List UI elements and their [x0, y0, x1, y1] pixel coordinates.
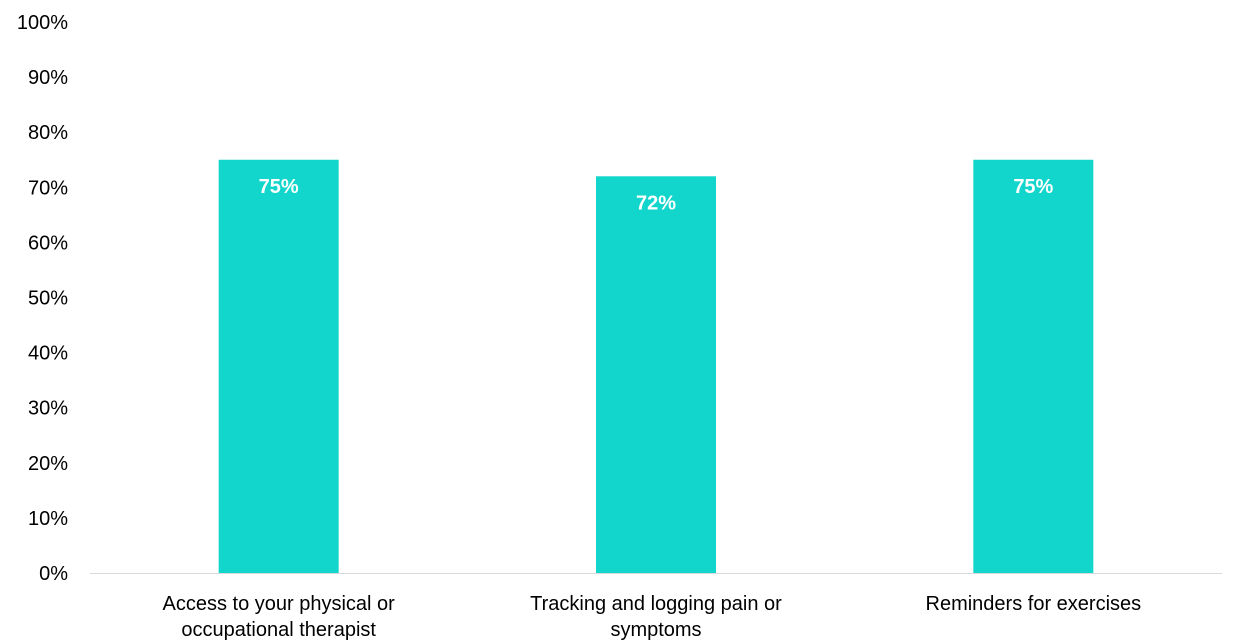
x-category-label: Access to your physical or occupational t… [163, 593, 396, 640]
y-tick-label: 70% [28, 177, 68, 199]
data-labels: 75% 72% 75% [259, 176, 1054, 215]
x-category-label-line: Reminders for exercises [926, 593, 1142, 615]
y-tick-label: 80% [28, 122, 68, 144]
bar-value-label: 72% [636, 192, 676, 214]
bar-value-label: 75% [259, 176, 299, 198]
x-axis-categories: Access to your physical or occupational t… [163, 593, 1142, 640]
x-category-label-line: Tracking and logging pain or [530, 593, 782, 615]
y-tick-label: 40% [28, 343, 68, 365]
y-tick-label: 60% [28, 232, 68, 254]
y-tick-label: 30% [28, 398, 68, 420]
bar-value-label: 75% [1013, 176, 1053, 198]
y-axis-ticks: 0% 10% 20% 30% 40% 50% 60% 70% 80% 90% 100% [17, 12, 68, 585]
x-category-label: Tracking and logging pain or symptoms [530, 593, 782, 640]
y-tick-label: 50% [28, 288, 68, 310]
y-tick-label: 0% [39, 563, 68, 585]
y-tick-label: 10% [28, 508, 68, 530]
x-category-label-line: occupational therapist [181, 619, 376, 640]
bar [973, 159, 1094, 573]
x-category-label-line: symptoms [610, 619, 701, 640]
y-tick-label: 100% [17, 12, 68, 34]
y-tick-label: 90% [28, 67, 68, 89]
bars [218, 159, 1094, 573]
x-category-label: Reminders for exercises [926, 593, 1142, 615]
x-category-label-line: Access to your physical or [163, 593, 396, 615]
bar [218, 159, 339, 573]
y-tick-label: 20% [28, 453, 68, 475]
bar [596, 176, 716, 573]
